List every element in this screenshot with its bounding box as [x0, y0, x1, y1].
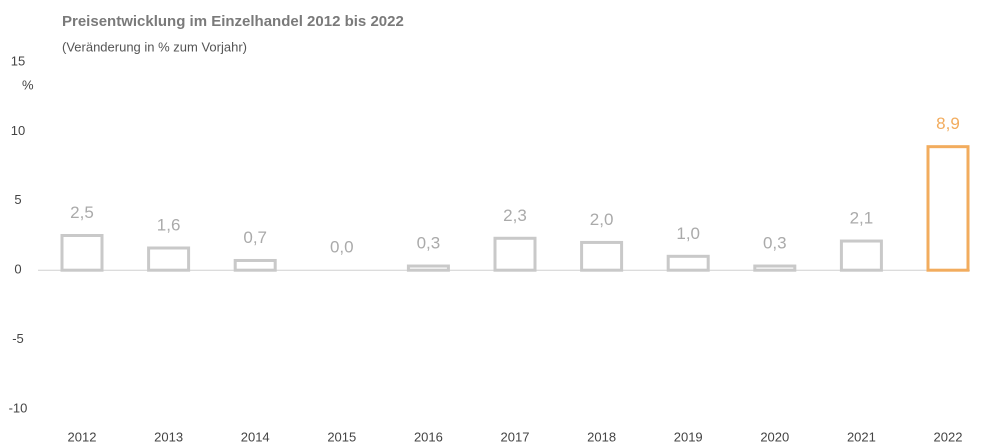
value-label: 8,9	[936, 114, 960, 133]
bar	[147, 246, 191, 272]
x-tick-label: 2019	[674, 429, 703, 444]
bar	[60, 234, 104, 272]
value-label: 0,3	[417, 234, 441, 253]
bar	[493, 236, 537, 272]
y-tick-label: 10	[11, 123, 25, 138]
y-axis-label: %	[22, 77, 34, 92]
value-label: 2,5	[70, 203, 94, 222]
bar	[839, 239, 883, 272]
bar	[580, 240, 624, 272]
value-label: 2,3	[503, 206, 527, 225]
y-tick-label: 5	[14, 192, 21, 207]
x-tick-label: 2021	[847, 429, 876, 444]
x-tick-label: 2015	[327, 429, 356, 444]
value-label: 0,0	[330, 238, 354, 257]
x-tick-label: 2016	[414, 429, 443, 444]
value-label: 2,0	[590, 210, 614, 229]
x-tick-label: 2018	[587, 429, 616, 444]
y-tick-label: 0	[14, 262, 21, 277]
y-tick-label: -10	[9, 400, 28, 415]
x-tick-label: 2022	[934, 429, 963, 444]
x-tick-label: 2020	[760, 429, 789, 444]
bar	[406, 264, 450, 272]
x-tick-label: 2013	[154, 429, 183, 444]
value-label: 0,3	[763, 234, 787, 253]
chart-title: Preisentwicklung im Einzelhandel 2012 bi…	[62, 13, 404, 30]
x-tick-label: 2012	[68, 429, 97, 444]
chart-subtitle: (Veränderung in % zum Vorjahr)	[62, 39, 247, 54]
value-label: 1,6	[157, 215, 181, 234]
bar	[233, 258, 277, 272]
y-tick-label: -5	[12, 331, 24, 346]
bar	[926, 145, 970, 272]
x-tick-label: 2014	[241, 429, 270, 444]
value-label: 2,1	[850, 209, 874, 228]
x-tick-label: 2017	[501, 429, 530, 444]
value-label: 0,7	[243, 228, 267, 247]
y-tick-label: 15	[11, 53, 25, 68]
value-label: 1,0	[676, 224, 700, 243]
bar	[666, 254, 710, 272]
bar	[753, 264, 797, 272]
